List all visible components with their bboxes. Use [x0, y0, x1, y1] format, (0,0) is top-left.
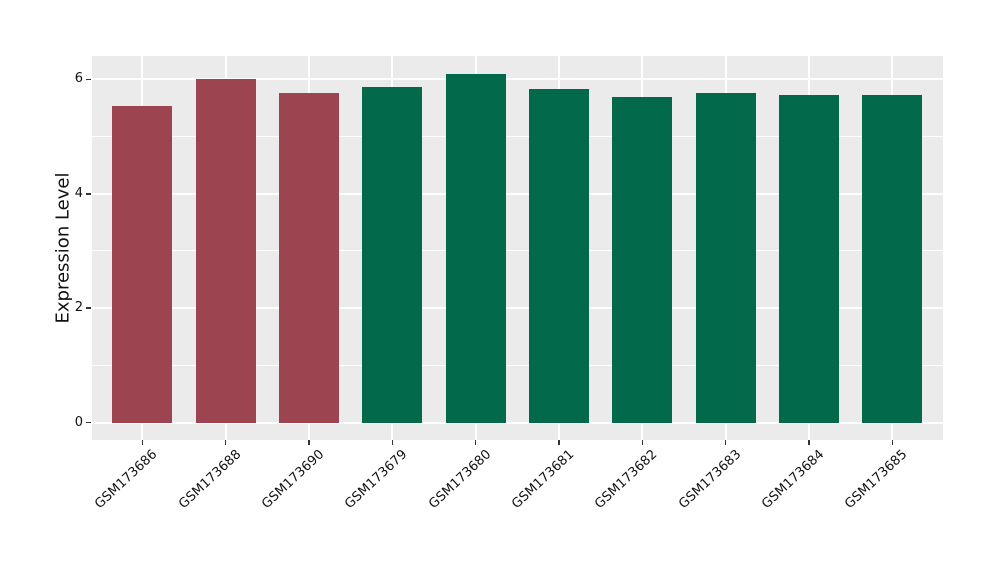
- y-tick-label: 0: [74, 414, 83, 430]
- x-tick-mark: [474, 440, 477, 445]
- x-tick-mark: [391, 440, 394, 445]
- gridline-major: [92, 78, 943, 81]
- x-tick-mark: [641, 440, 644, 445]
- bar-GSM173680: [445, 73, 506, 423]
- bar-GSM173683: [695, 93, 756, 423]
- bar-GSM173684: [778, 95, 839, 423]
- x-tick-label-GSM173684: GSM173684: [759, 447, 828, 512]
- y-tick-mark: [86, 193, 91, 195]
- x-tick-label-GSM173679: GSM173679: [342, 447, 411, 512]
- x-tick-label-GSM173683: GSM173683: [675, 447, 744, 512]
- y-tick-label: 6: [74, 71, 83, 87]
- x-tick-label-GSM173681: GSM173681: [509, 447, 578, 512]
- gridline-major: [92, 307, 943, 310]
- x-tick-mark: [308, 440, 310, 445]
- y-tick-label: 4: [74, 185, 83, 201]
- x-tick-label-GSM173686: GSM173686: [92, 447, 161, 512]
- gridline-minor: [92, 136, 943, 138]
- bar-GSM173690: [278, 92, 339, 423]
- bar-GSM173681: [528, 89, 589, 423]
- plot-panel: [92, 56, 943, 440]
- bar-GSM173685: [862, 95, 923, 423]
- x-tick-mark: [808, 440, 810, 445]
- x-tick-mark: [724, 440, 727, 445]
- bar-GSM173682: [612, 97, 673, 423]
- x-tick-label-GSM173685: GSM173685: [842, 447, 911, 512]
- x-tick-mark: [224, 440, 227, 445]
- bar-GSM173688: [195, 78, 256, 423]
- gridline-minor: [92, 364, 943, 366]
- y-tick-mark: [86, 307, 91, 309]
- gridline-major: [92, 192, 943, 195]
- x-tick-label-GSM173680: GSM173680: [425, 447, 494, 512]
- x-tick-label-GSM173682: GSM173682: [592, 447, 661, 512]
- bar-GSM173679: [362, 86, 423, 423]
- gridline-minor: [92, 250, 943, 252]
- x-tick-label-GSM173690: GSM173690: [259, 447, 328, 512]
- y-tick-mark: [86, 421, 91, 424]
- x-tick-mark: [558, 440, 560, 445]
- x-tick-label-GSM173688: GSM173688: [175, 447, 244, 512]
- bar-GSM173686: [112, 105, 173, 423]
- gridline-major: [92, 421, 943, 424]
- y-tick-mark: [86, 78, 91, 81]
- y-tick-label: 2: [74, 300, 83, 316]
- x-tick-mark: [141, 440, 144, 445]
- x-tick-mark: [891, 440, 894, 445]
